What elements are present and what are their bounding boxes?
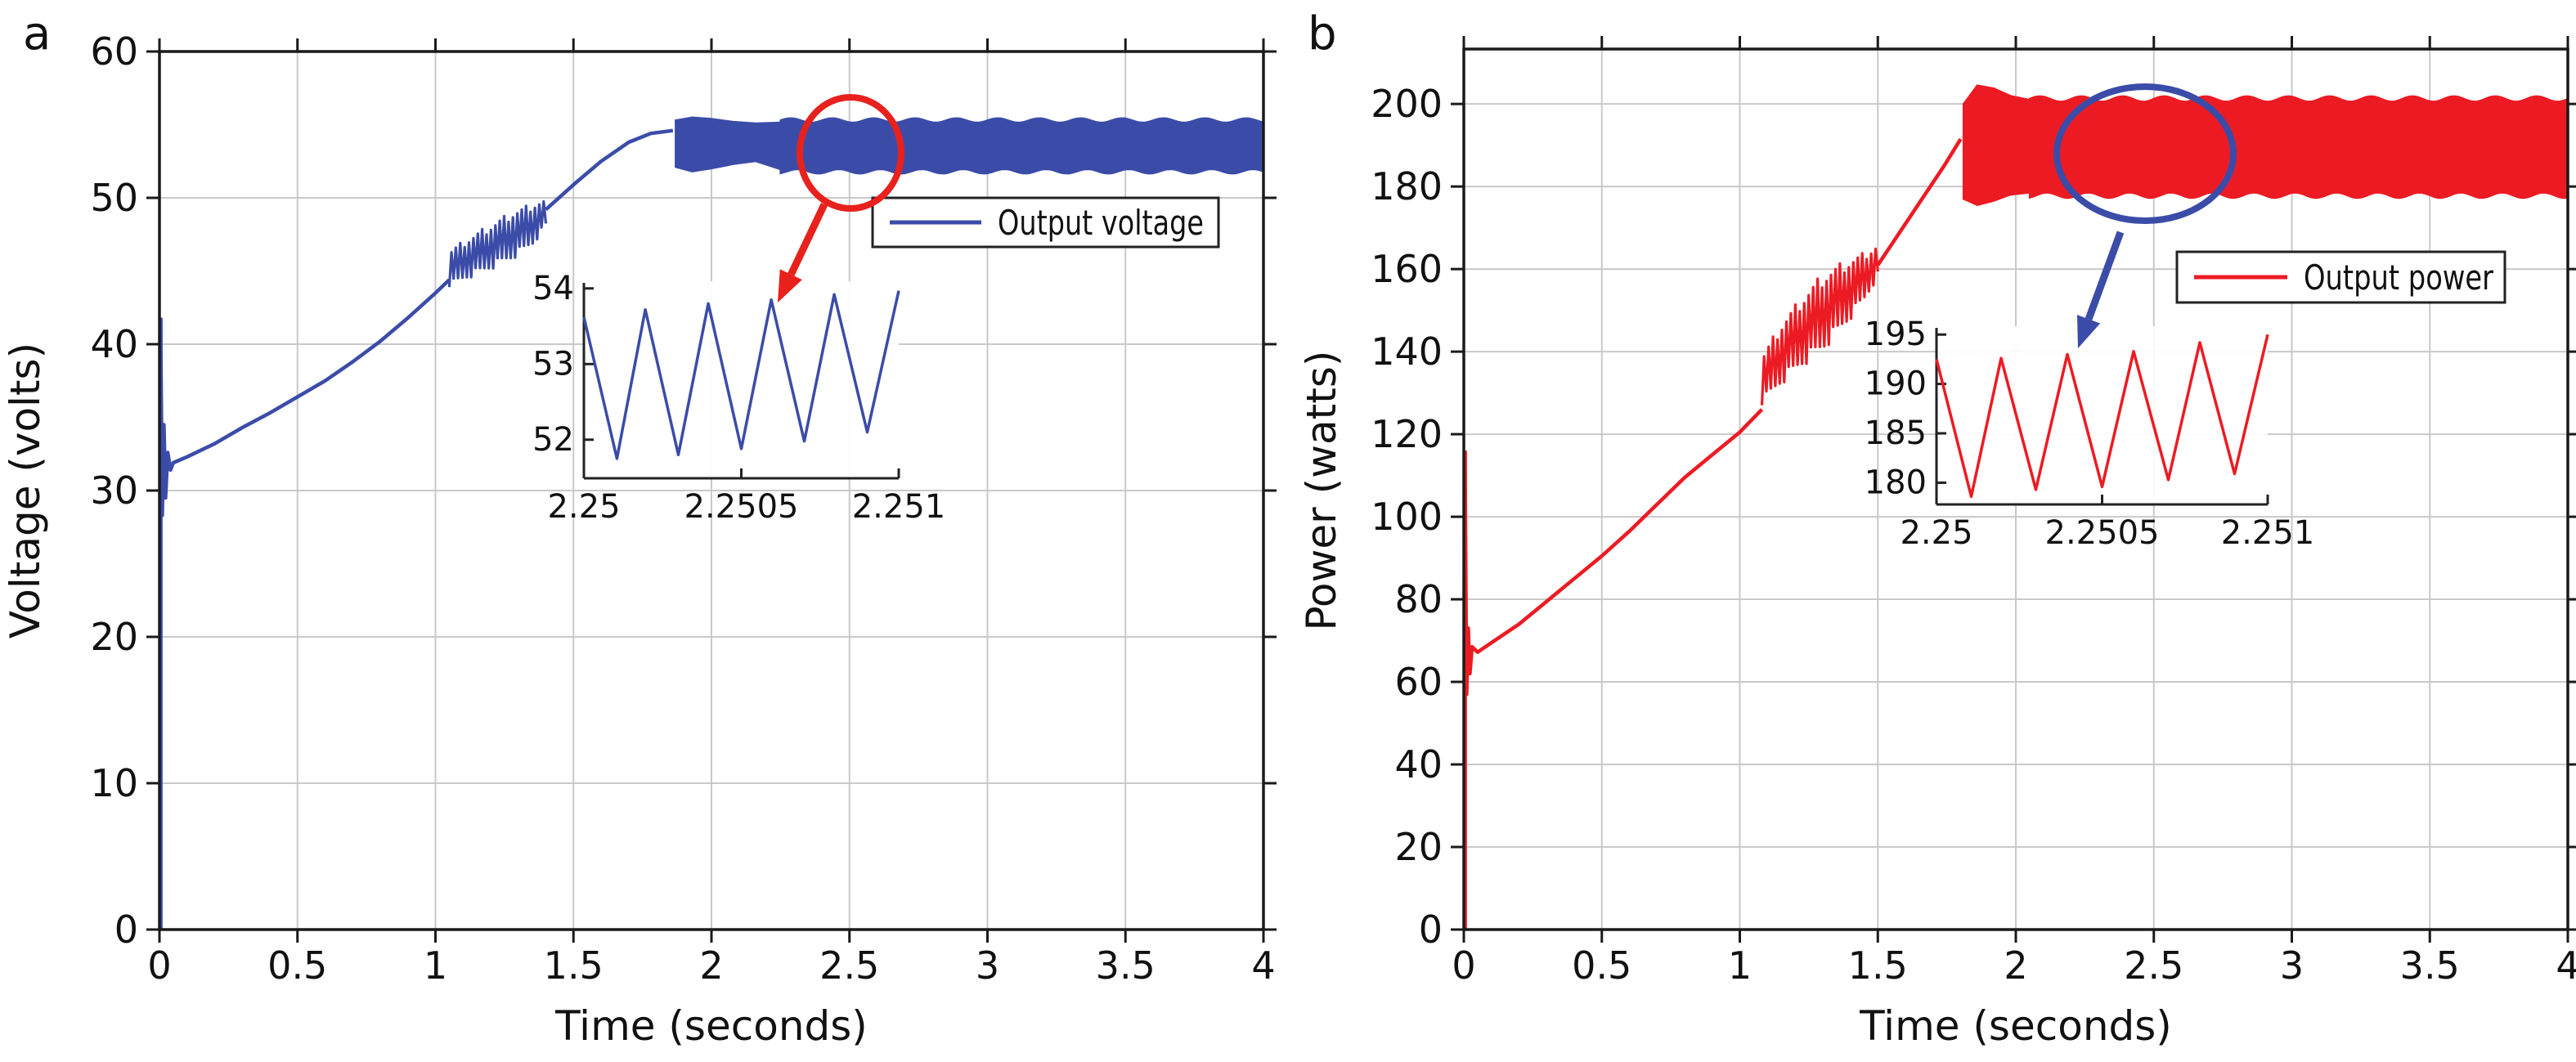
legend-label: Output power: [2304, 258, 2494, 298]
x-tick-label: 4: [2556, 943, 2576, 988]
inset-x-tick-label: 2.2505: [2045, 514, 2160, 552]
y-tick-label: 140: [1371, 329, 1443, 374]
axis-tick-labels: 0 0.5 1 1.5 2 2.5 3 3.5 402040608010012014016018…: [1371, 82, 2576, 988]
plot-frame: [146, 38, 1277, 943]
annotation-arrow-shaft: [2085, 231, 2125, 320]
inset-x-tick-label: 2.2505: [684, 488, 799, 526]
y-axis-label: Power (watts): [1298, 351, 1345, 631]
x-tick-label: 1.5: [544, 943, 604, 988]
x-tick-label: 3: [976, 943, 999, 988]
plot-frame: [1451, 36, 2576, 943]
panel-letter: b: [1308, 7, 1337, 60]
inset-zoom-plot: 180 185 190 195 2.25 2.2505 2.251: [1865, 316, 2315, 552]
x-tick-label: 0.5: [267, 943, 327, 988]
x-tick-label: 0.5: [1572, 943, 1631, 988]
panel-background: [0, 0, 1288, 1062]
x-axis-label: Time (seconds): [554, 1002, 868, 1050]
legend: Output power: [2175, 250, 2506, 304]
annotation-arrowhead-icon: [778, 269, 802, 302]
y-tick-label: 200: [1371, 82, 1443, 126]
x-tick-label: 0: [1452, 943, 1475, 988]
legend: Output voltage: [871, 196, 1220, 249]
inset-y-tick-label: 190: [1865, 365, 1927, 403]
inset-y-tick-label: 195: [1865, 316, 1927, 353]
inset-y-tick-label: 185: [1865, 414, 1927, 452]
y-tick-label: 160: [1371, 247, 1443, 291]
y-tick-label: 0: [1419, 907, 1443, 952]
inset-zoom-plot: 52 53 54 2.25 2.2505 2.251: [532, 270, 945, 526]
inset-y-tick-label: 53: [532, 345, 574, 383]
y-tick-label: 40: [1394, 742, 1443, 786]
y-tick-label: 60: [1394, 660, 1443, 704]
annotation-ellipse: [797, 94, 904, 212]
y-tick-label: 10: [90, 761, 138, 805]
panel-b-output-power-chart: 0 0.5 1 1.5 2 2.5 3 3.5 402040608010012014016018…: [1288, 0, 2576, 1062]
x-tick-label: 2.5: [819, 943, 879, 988]
x-tick-label: 3.5: [2400, 943, 2460, 988]
x-tick-label: 4: [1251, 943, 1275, 988]
y-tick-label: 20: [1394, 825, 1443, 869]
x-axis-label: Time (seconds): [1859, 1002, 2172, 1050]
y-tick-label: 80: [1394, 577, 1443, 621]
inset-x-tick-label: 2.25: [1900, 514, 1972, 552]
y-tick-label: 0: [114, 907, 138, 952]
y-tick-label: 30: [90, 468, 138, 513]
x-tick-label: 2.5: [2124, 943, 2183, 988]
x-tick-label: 1: [424, 943, 447, 988]
x-tick-label: 2: [2004, 943, 2027, 988]
x-tick-label: 0: [147, 943, 171, 988]
y-tick-label: 20: [90, 615, 138, 659]
annotation-highlight: [2053, 83, 2237, 348]
inset-x-tick-label: 2.251: [2221, 514, 2315, 552]
x-tick-label: 1: [1728, 943, 1752, 988]
annotation-arrowhead-icon: [2076, 315, 2101, 348]
legend-label: Output voltage: [998, 203, 1204, 243]
x-tick-label: 3: [2280, 943, 2304, 988]
y-tick-label: 180: [1371, 164, 1443, 208]
annotation-highlight: [778, 94, 904, 302]
y-tick-label: 50: [90, 176, 138, 220]
y-axis-label: Voltage (volts): [2, 343, 49, 639]
inset-x-tick-label: 2.25: [547, 488, 620, 526]
y-tick-label: 100: [1371, 495, 1443, 539]
x-tick-label: 3.5: [1096, 943, 1156, 988]
inset-y-tick-label: 180: [1865, 464, 1927, 501]
y-tick-label: 120: [1371, 412, 1443, 456]
inset-y-tick-label: 54: [532, 270, 574, 307]
x-tick-label: 1.5: [1848, 943, 1908, 988]
annotation-ellipse: [2053, 83, 2237, 224]
y-tick-label: 40: [90, 322, 138, 366]
inset-ripple-waveform: [1935, 334, 2269, 499]
annotation-arrow-shaft: [788, 203, 828, 276]
inset-x-tick-label: 2.251: [852, 488, 946, 526]
y-tick-label: 60: [90, 29, 138, 74]
inset-ripple-waveform: [582, 290, 900, 460]
x-tick-label: 2: [699, 943, 723, 988]
inset-y-tick-label: 52: [532, 421, 574, 459]
panel-letter: a: [23, 7, 51, 60]
